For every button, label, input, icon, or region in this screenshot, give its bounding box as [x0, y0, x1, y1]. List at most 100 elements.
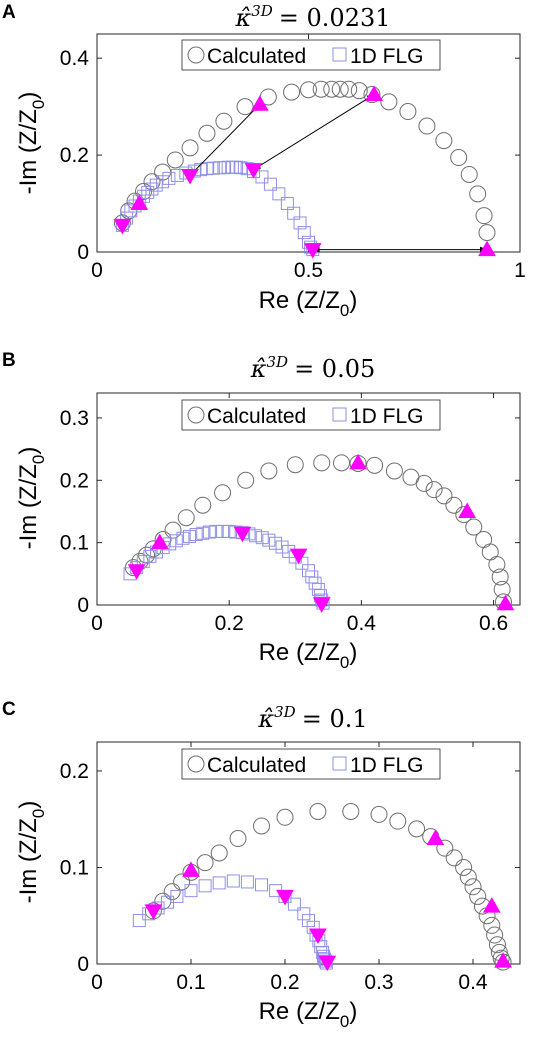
flg-point: [297, 226, 311, 240]
y-tick-label-c: 0.2: [60, 760, 89, 783]
flg-point: [275, 540, 289, 554]
calculated-point: [194, 496, 212, 514]
flg-point: [272, 187, 286, 201]
calculated-point: [469, 887, 487, 905]
legend-flg-marker-a: [332, 47, 347, 62]
x-tick-label-c: 0.1: [176, 971, 205, 994]
triangle-up-marker: [365, 85, 383, 102]
calculated-point: [445, 496, 463, 514]
flg-point: [162, 171, 176, 185]
calculated-point: [408, 820, 426, 838]
marks-a: [113, 80, 496, 259]
legend-calculated-marker-a: [187, 46, 205, 64]
y-tick-label-a: 0.2: [60, 144, 89, 167]
legend-calculated-label-a: Calculated: [207, 45, 306, 68]
correspondence-arrow: [253, 94, 375, 171]
legend-flg-label-b: 1D FLG: [350, 405, 424, 428]
marks-c: [132, 802, 512, 972]
calculated-point: [389, 812, 407, 830]
triangle-down-marker: [244, 163, 263, 179]
calculated-point: [333, 454, 351, 472]
calculated-point: [229, 830, 247, 848]
calculated-point: [283, 83, 301, 101]
triangle-down-marker: [113, 218, 132, 235]
flg-point: [183, 529, 197, 543]
calculated-point: [475, 207, 493, 225]
calculated-point: [143, 173, 161, 191]
panel-c: C κ̂3D = 0.1 0 0.1 0.2 0.3 0.4 0 0.1 0.2 Calcula…: [2, 699, 521, 1031]
flg-point: [226, 874, 240, 888]
triangle-down-marker: [312, 597, 331, 613]
triangle-down-marker: [318, 955, 337, 972]
panel-a: A κ̂3D = 0.0231 0 0.5 1 0 0.2 0.4 Calculated 1…: [2, 2, 526, 320]
flg-point: [287, 897, 301, 911]
calculated-point: [163, 883, 181, 901]
calculated-point: [253, 817, 270, 835]
flg-point: [209, 524, 223, 538]
flg-point: [189, 528, 203, 542]
y-tick-label-b: 0.2: [60, 469, 89, 492]
x-tick-label-c: 0.4: [458, 971, 488, 994]
calculated-point: [309, 802, 327, 820]
calculated-point: [215, 112, 233, 130]
y-tick-label-a: 0: [77, 241, 89, 264]
flg-point: [196, 526, 210, 540]
calculated-point: [436, 839, 454, 857]
triangle-up-marker: [130, 194, 149, 211]
correspondence-arrow: [189, 103, 261, 176]
flg-point: [297, 907, 311, 921]
calculated-point: [164, 521, 182, 539]
calculated-point: [286, 456, 304, 474]
marks-b: [123, 453, 515, 613]
x-tick-label-b: 0.2: [215, 612, 244, 635]
calculated-point: [237, 471, 255, 489]
panel-b: B κ̂3D = 0.05 0 0.2 0.4 0.6 0 0.1 0.2 0.3 Calcul…: [2, 350, 521, 672]
calculated-point: [370, 805, 388, 823]
x-tick-label-b: 0.6: [479, 612, 508, 635]
flg-point: [170, 889, 184, 903]
legend-box-a: [181, 39, 441, 71]
panel-letter-a: A: [2, 2, 16, 23]
calculated-point: [214, 484, 232, 502]
triangle-down-marker: [181, 168, 199, 185]
legend-box-c: [181, 748, 441, 780]
calculated-point: [465, 518, 483, 536]
calculated-point: [481, 543, 499, 561]
calculated-point: [450, 149, 468, 167]
x-axis-label-c: Re (Z/Z0): [259, 998, 358, 1031]
legend-flg-marker-b: [332, 407, 347, 422]
panel-b-title: κ̂3D = 0.05: [250, 353, 376, 383]
x-tick-label-b: 0.4: [347, 612, 377, 635]
x-tick-label-c: 0.3: [364, 971, 393, 994]
y-tick-label-a: 0.4: [60, 47, 90, 70]
calculated-point: [478, 224, 496, 242]
flg-point: [132, 914, 146, 928]
calculated-point: [418, 117, 436, 135]
calculated-point: [196, 854, 214, 872]
x-tick-label-b: 0: [91, 612, 103, 635]
triangle-up-marker: [458, 502, 476, 518]
calculated-point: [399, 103, 417, 121]
flg-point: [302, 914, 315, 928]
flg-point: [293, 216, 307, 230]
calculated-point: [493, 580, 511, 598]
axes-b: 0 0.2 0.4 0.6 0 0.1 0.2 0.3: [60, 393, 520, 635]
legend-flg-label-a: 1D FLG: [350, 45, 424, 68]
calculated-point: [415, 474, 433, 492]
y-tick-label-c: 0.1: [60, 856, 89, 879]
legend-b: Calculated 1D FLG: [181, 399, 441, 431]
y-tick-label-b: 0: [77, 594, 89, 617]
y-axis-label-a: -Im (Z/Z0): [15, 92, 48, 195]
calculated-point: [181, 139, 199, 157]
flg-point: [249, 529, 263, 543]
calculated-point: [491, 568, 509, 586]
calculated-point: [435, 132, 453, 150]
x-tick-label-c: 0.2: [270, 971, 299, 994]
triangle-up-marker: [494, 952, 512, 968]
axes-c: 0 0.1 0.2 0.3 0.4 0 0.1 0.2: [60, 742, 520, 994]
legend-flg-marker-c: [332, 756, 347, 771]
flg-point: [141, 185, 155, 199]
legend-flg-label-c: 1D FLG: [350, 754, 424, 777]
calculated-point: [198, 124, 216, 142]
calculated-point: [366, 456, 384, 474]
